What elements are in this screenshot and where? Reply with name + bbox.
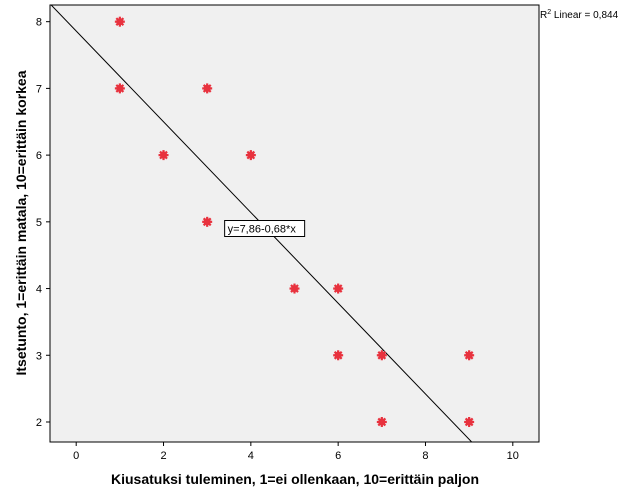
data-point xyxy=(289,283,300,294)
y-tick-label: 8 xyxy=(36,17,42,29)
x-tick-label: 0 xyxy=(73,450,79,462)
y-tick-label: 5 xyxy=(36,217,42,229)
data-point xyxy=(114,83,125,94)
data-point xyxy=(464,350,475,361)
y-axis-title: Itsetunto, 1=erittäin matala, 10=erittäi… xyxy=(13,70,29,375)
r2-label: R2 Linear = 0,844 xyxy=(540,9,619,21)
y-tick-label: 7 xyxy=(36,83,42,95)
data-point xyxy=(333,283,344,294)
x-axis-title: Kiusatuksi tuleminen, 1=ei ollenkaan, 10… xyxy=(111,471,479,487)
data-point xyxy=(114,16,125,27)
x-axis: 0 2 4 6 8 10 xyxy=(73,442,519,462)
data-point xyxy=(464,416,475,427)
data-point xyxy=(245,150,256,161)
y-axis: 2 3 4 5 6 7 8 xyxy=(36,17,50,429)
x-tick-label: 8 xyxy=(422,450,428,462)
y-tick-label: 2 xyxy=(36,417,42,429)
x-tick-label: 6 xyxy=(335,450,341,462)
x-tick-label: 2 xyxy=(160,450,166,462)
data-point xyxy=(376,350,387,361)
y-tick-label: 6 xyxy=(36,150,42,162)
x-tick-label: 10 xyxy=(507,450,519,462)
data-point xyxy=(202,216,213,227)
data-point xyxy=(333,350,344,361)
y-tick-label: 3 xyxy=(36,350,42,362)
x-tick-label: 4 xyxy=(248,450,254,462)
data-point xyxy=(158,150,169,161)
data-point xyxy=(202,83,213,94)
data-point xyxy=(376,416,387,427)
equation-text: y=7,86-0,68*x xyxy=(228,224,297,236)
regression-line xyxy=(50,5,473,442)
data-points xyxy=(114,16,475,427)
y-tick-label: 4 xyxy=(36,284,42,296)
equation-label: y=7,86-0,68*x xyxy=(224,220,306,238)
